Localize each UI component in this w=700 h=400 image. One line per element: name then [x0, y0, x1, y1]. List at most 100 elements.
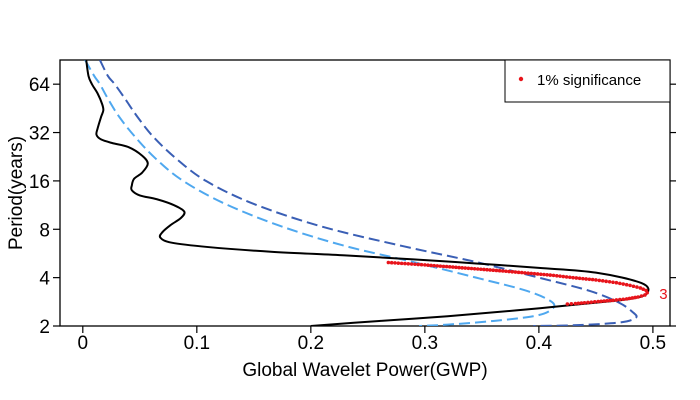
y-axis-ticks: 2 4 8 16 32 64 [29, 75, 676, 338]
legend-label: 1% significance [537, 72, 641, 89]
series-line-gwp [85, 60, 650, 326]
significance-point [435, 264, 440, 268]
y-axis-title: Period(years) [6, 136, 27, 250]
y-tick-label: 4 [39, 269, 50, 290]
significance-point [386, 260, 391, 265]
significance-point [611, 280, 615, 285]
significance-point [643, 293, 647, 297]
significance-point [535, 272, 540, 276]
significance-point [627, 296, 632, 301]
significance-point [611, 298, 615, 303]
significance-point [519, 270, 524, 275]
y-tick-label: 64 [29, 75, 51, 96]
significance-point [604, 279, 608, 284]
significance-point [590, 277, 595, 282]
significance-point [529, 271, 534, 276]
significance-point [630, 296, 635, 300]
significance-point [409, 262, 414, 266]
significance-point [599, 299, 603, 304]
significance-point [614, 298, 619, 302]
significance-point [618, 281, 622, 286]
significance-point [635, 285, 639, 289]
significance-point [403, 261, 407, 266]
significance-point [419, 262, 424, 267]
significance-point [555, 274, 559, 278]
significance-point [438, 264, 443, 268]
significance-point [406, 262, 411, 266]
significance-point [416, 262, 421, 267]
significance-point [460, 266, 464, 270]
series-layer [84, 60, 650, 326]
significance-point [576, 301, 581, 306]
significance-point [393, 261, 397, 265]
significance-point [469, 266, 474, 271]
significance-point [639, 294, 644, 298]
significance-point [447, 265, 452, 269]
series-line-sig-dark [99, 60, 638, 326]
significance-point [564, 275, 569, 279]
significance-point [463, 266, 468, 270]
significance-point [600, 279, 605, 283]
x-tick-label: 0.5 [640, 333, 666, 354]
significance-point [581, 276, 585, 281]
significance-point [592, 300, 597, 304]
significance-point [571, 275, 575, 280]
x-tick-label: 0 [78, 333, 89, 354]
significance-point [565, 302, 570, 306]
significance-point [510, 269, 515, 274]
significance-point [491, 268, 496, 273]
x-tick-label: 0.3 [412, 333, 438, 354]
significance-point [624, 282, 629, 287]
significance-point [538, 272, 543, 277]
significance-point [607, 279, 612, 284]
significance-point [587, 277, 592, 282]
significance-point [608, 298, 612, 303]
significance-point [594, 278, 598, 282]
series-line-sig-light [84, 60, 556, 326]
significance-point [526, 271, 530, 275]
significance-point [636, 295, 640, 299]
significance-point [432, 263, 436, 268]
significance-point [451, 265, 455, 269]
significance-point [429, 263, 433, 268]
y-tick-label: 8 [39, 220, 50, 241]
x-tick-label: 0.4 [526, 333, 553, 354]
significance-point [645, 290, 649, 295]
significance-point [638, 286, 643, 290]
significance-point [561, 274, 566, 279]
significance-point [641, 287, 646, 291]
significance-point [472, 266, 477, 271]
significance-point [545, 272, 549, 277]
significance-point [618, 297, 622, 302]
significance-point [423, 263, 427, 267]
significance-point [624, 297, 629, 301]
y-tick-label: 32 [29, 124, 50, 145]
significance-point [413, 262, 417, 267]
significance-point [441, 264, 446, 269]
significance-point [504, 269, 508, 274]
significance-point [584, 277, 588, 281]
significance-point [542, 272, 546, 277]
significance-point [628, 283, 632, 288]
significance-point [389, 260, 394, 265]
peak-label: 3 [659, 286, 667, 303]
significance-point [586, 300, 590, 305]
significance-point [602, 299, 606, 303]
significance-point [569, 301, 574, 306]
significance-layer [386, 260, 649, 306]
significance-point [631, 284, 636, 289]
significance-point [577, 276, 582, 281]
significance-point [558, 274, 562, 278]
significance-point [399, 261, 404, 266]
significance-point [457, 265, 461, 270]
significance-point [516, 270, 521, 275]
significance-point [396, 261, 401, 265]
significance-point [589, 300, 594, 304]
legend-marker [518, 76, 524, 82]
significance-point [513, 270, 518, 274]
significance-point [466, 266, 471, 271]
significance-point [475, 267, 480, 271]
significance-point [454, 265, 458, 270]
legend-box [504, 59, 671, 103]
